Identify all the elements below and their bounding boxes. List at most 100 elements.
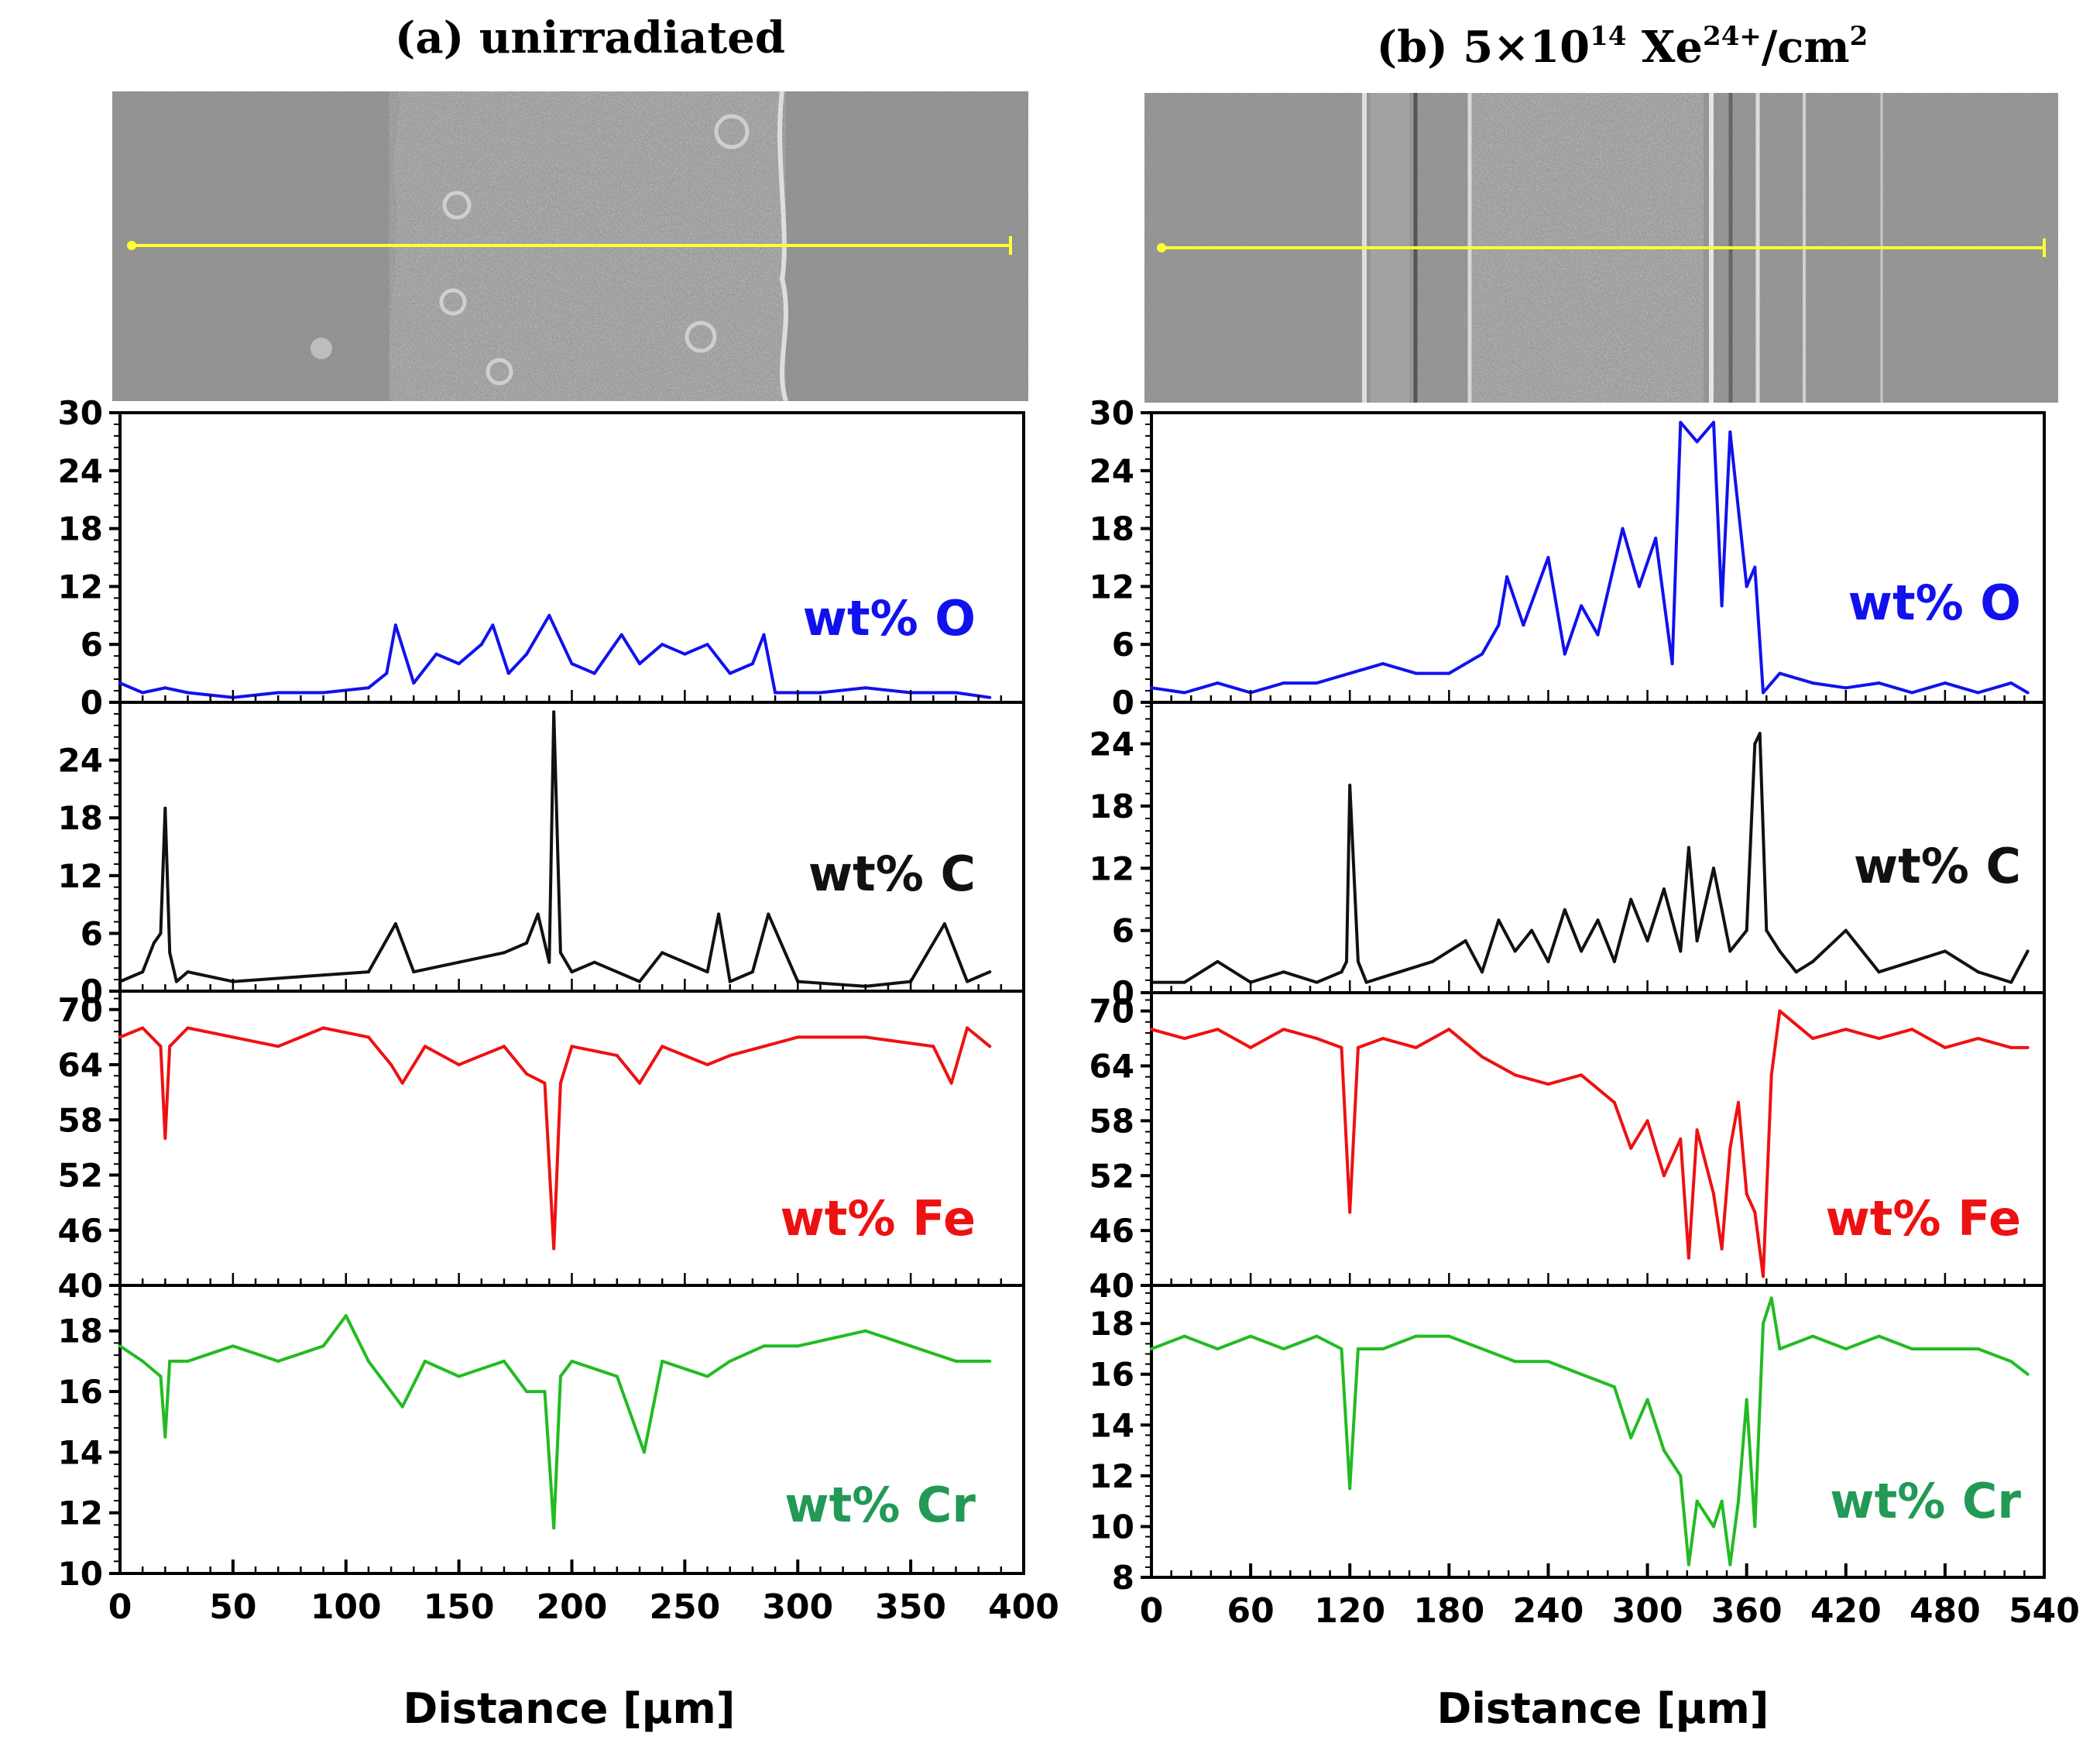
data-point bbox=[1216, 959, 1220, 963]
data-point bbox=[1580, 604, 1584, 608]
y-tick-label: 18 bbox=[1089, 1305, 1134, 1343]
plot-frame-wtcr bbox=[1150, 1284, 2046, 1579]
data-point bbox=[1513, 1360, 1517, 1364]
data-point bbox=[1645, 1398, 1649, 1402]
data-point bbox=[1348, 1210, 1352, 1214]
data-point bbox=[231, 1035, 235, 1039]
data-point bbox=[2009, 980, 2013, 984]
data-point bbox=[159, 1045, 163, 1048]
data-point bbox=[762, 1344, 766, 1348]
data-point bbox=[619, 633, 623, 637]
data-point bbox=[1348, 671, 1352, 675]
data-point bbox=[1596, 633, 1600, 637]
data-point bbox=[1762, 1275, 1765, 1278]
series-label: wt% O bbox=[1848, 575, 2021, 631]
data-point bbox=[1976, 691, 1980, 695]
data-point bbox=[1753, 565, 1757, 569]
data-point bbox=[954, 691, 958, 695]
x-tick-label: 250 bbox=[649, 1587, 720, 1627]
data-point bbox=[1910, 1347, 1914, 1350]
data-point bbox=[638, 662, 642, 666]
x-tick-label: 50 bbox=[209, 1587, 256, 1627]
data-point bbox=[1720, 604, 1724, 608]
data-point bbox=[457, 960, 461, 964]
data-point bbox=[1976, 1037, 1980, 1041]
data-point bbox=[1720, 1499, 1724, 1503]
data-point bbox=[1943, 1347, 1947, 1350]
data-point bbox=[728, 1054, 732, 1058]
y-tick-label: 18 bbox=[58, 510, 103, 548]
data-point bbox=[615, 1374, 619, 1378]
data-point bbox=[1811, 1334, 1815, 1338]
data-point bbox=[186, 691, 190, 695]
data-point bbox=[988, 1359, 992, 1363]
data-point bbox=[988, 1045, 992, 1048]
data-point bbox=[1497, 623, 1501, 627]
data-point bbox=[1654, 537, 1658, 540]
data-point bbox=[543, 1390, 547, 1394]
data-point bbox=[1315, 1334, 1319, 1338]
data-point bbox=[558, 951, 562, 955]
data-point bbox=[412, 681, 416, 685]
data-point bbox=[1679, 1138, 1683, 1141]
data-point bbox=[1546, 1083, 1550, 1086]
data-point bbox=[1414, 671, 1418, 675]
data-point bbox=[1687, 1256, 1690, 1260]
data-point bbox=[393, 921, 397, 925]
data-point bbox=[1315, 980, 1319, 984]
data-point bbox=[558, 1081, 562, 1085]
x-tick-label: 120 bbox=[1314, 1591, 1385, 1631]
data-point bbox=[1679, 1474, 1683, 1477]
y-tick-label: 30 bbox=[58, 394, 103, 432]
x-tick-label: 180 bbox=[1413, 1591, 1484, 1631]
data-point bbox=[570, 1045, 574, 1048]
y-tick-label: 70 bbox=[1089, 993, 1134, 1031]
data-point bbox=[750, 970, 754, 974]
data-point bbox=[1720, 1247, 1724, 1251]
data-point bbox=[796, 1035, 800, 1039]
y-tick-label: 10 bbox=[58, 1555, 103, 1593]
y-tick-label: 18 bbox=[58, 799, 103, 837]
data-point bbox=[423, 1359, 427, 1363]
data-point bbox=[638, 980, 642, 983]
data-point bbox=[1546, 959, 1550, 963]
data-point bbox=[728, 980, 732, 983]
series-line-wtfe bbox=[119, 1026, 991, 1251]
data-point bbox=[543, 1081, 547, 1085]
series-label: wt% C bbox=[808, 846, 976, 902]
data-point bbox=[1340, 1045, 1343, 1049]
series-line-wtfe bbox=[1151, 1009, 2028, 1278]
data-point bbox=[1513, 949, 1517, 953]
data-point bbox=[661, 951, 664, 955]
plot-panel-b: 0 6 12 18 24 30 wt% O 0 6 12 18 24 wt% C 40 46 52 58 64 70… bbox=[1089, 394, 2080, 1631]
y-tick-label: 12 bbox=[1089, 1457, 1134, 1495]
data-point bbox=[1976, 970, 1980, 974]
data-point bbox=[767, 912, 770, 916]
data-point bbox=[186, 1026, 190, 1030]
data-point bbox=[491, 623, 495, 627]
data-point bbox=[479, 643, 483, 647]
data-point bbox=[1612, 1100, 1616, 1104]
data-point bbox=[502, 1045, 506, 1048]
y-tick-label: 0 bbox=[81, 973, 103, 1011]
data-point bbox=[1670, 662, 1674, 666]
data-point bbox=[1348, 1487, 1352, 1491]
data-point bbox=[570, 1359, 574, 1363]
data-point bbox=[1356, 1347, 1360, 1350]
data-point bbox=[1687, 846, 1690, 849]
data-point bbox=[1182, 691, 1186, 695]
data-point bbox=[1546, 556, 1550, 559]
y-tick-label: 24 bbox=[58, 452, 103, 490]
data-point bbox=[1315, 681, 1319, 685]
data-point bbox=[163, 806, 167, 810]
y-tick-label: 8 bbox=[1112, 1559, 1134, 1597]
data-point bbox=[762, 633, 766, 637]
data-point bbox=[366, 686, 370, 690]
data-point bbox=[1794, 970, 1798, 974]
y-tick-label: 0 bbox=[1112, 974, 1134, 1012]
data-point bbox=[2026, 1372, 2030, 1376]
x-tick-label: 0 bbox=[108, 1587, 132, 1627]
data-point bbox=[1340, 1347, 1343, 1350]
data-point bbox=[1629, 1146, 1633, 1150]
